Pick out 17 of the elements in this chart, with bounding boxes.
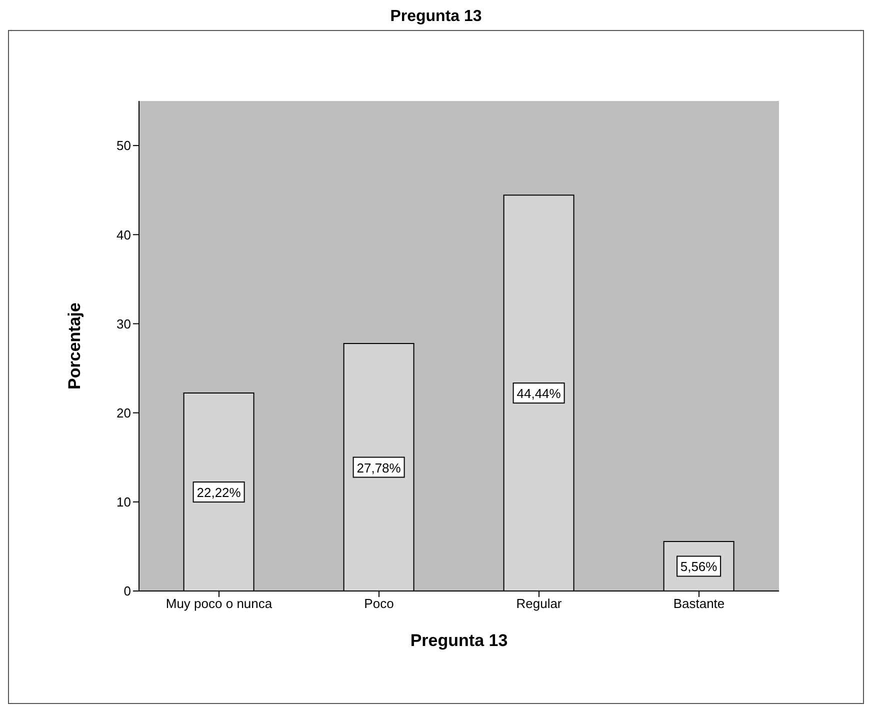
y-tick-label: 10 [116,494,131,510]
y-tick-label: 20 [116,405,131,420]
chart-title: Pregunta 13 [389,8,483,27]
x-tick-label: Poco [364,596,394,612]
y-tick-label: 0 [124,584,131,599]
data-label: 27,78% [356,460,402,476]
data-label: 22,22% [196,485,242,500]
y-tick-label: 50 [116,138,131,154]
x-tick-label: Muy poco o nunca [166,596,273,612]
data-label: 44,44% [516,386,562,402]
y-axis-title: Porcentaje [65,302,84,390]
data-label: 5,56% [680,559,718,574]
y-tick-label: 30 [116,316,131,332]
x-tick-label: Bastante [673,596,725,612]
x-tick-label: Regular [516,596,562,612]
x-axis-title: Pregunta 13 [410,631,508,650]
y-tick-label: 40 [116,227,131,242]
